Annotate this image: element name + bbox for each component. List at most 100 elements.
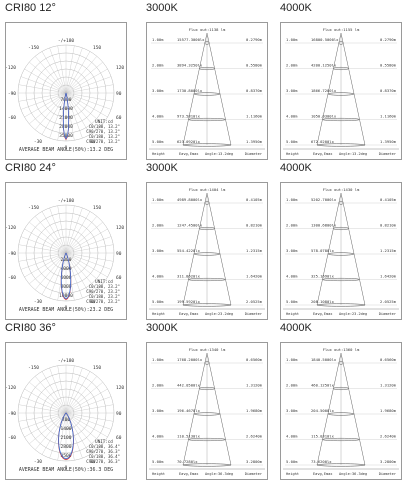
polar-diagram: -/+180 -150 150 -120 120 -90 90 -60 60 -30 30 0 7000… — [6, 38, 124, 153]
beam-diameter: 3.2800m — [246, 459, 263, 464]
flux-out-label: Flux out:1360 lm — [323, 347, 360, 352]
polar-diagram-panel: -/+180 -150 150 -120 120 -90 90 -60 60 -30 30 0 700 1… — [5, 342, 127, 480]
illuminance-value: 1866.7200lx — [311, 88, 337, 93]
polar-spoke — [24, 228, 67, 254]
mount-height: 1.00m — [152, 37, 164, 42]
beam-ellipse — [333, 386, 349, 391]
beam-diameter: 1.1160m — [380, 114, 397, 119]
polar-angle-label: -/+180 — [58, 38, 75, 44]
cone-title: 4000K — [280, 2, 312, 14]
beam-diameter: 0.8370m — [246, 88, 263, 93]
polar-spoke — [57, 252, 67, 301]
illuminance-value: 554.4220lx — [177, 248, 201, 253]
polar-spoke — [65, 252, 98, 290]
polar-spoke — [65, 412, 103, 445]
polar-spoke — [65, 252, 108, 278]
beam-diameter: 1.3120m — [380, 383, 397, 388]
illuminance-value: 199.5920lx — [177, 299, 201, 304]
beam-ellipse — [193, 252, 221, 256]
beam-diameter: 2.6240m — [246, 434, 263, 439]
polar-spoke — [65, 412, 75, 461]
beam-ellipse — [188, 117, 226, 122]
beam-diameter: 2.0525m — [246, 299, 263, 304]
polar-spoke — [29, 92, 67, 125]
beam-diameter: 1.1160m — [246, 114, 263, 119]
illuminance-value: 973.5810lx — [177, 114, 201, 119]
polar-legend-item: C90/270, 36.3° — [86, 449, 120, 454]
illuminance-value: 196.4670lx — [177, 408, 201, 413]
polar-spoke — [65, 45, 75, 94]
polar-spoke — [65, 207, 83, 254]
polar-spoke — [49, 207, 67, 254]
polar-radial-label: 4000 — [60, 266, 71, 272]
polar-radial-label: 3500 — [60, 453, 71, 459]
polar-angle-label: 90 — [116, 411, 122, 417]
polar-angle-label: -30 — [34, 459, 42, 465]
row-title: CRI80 36° — [5, 322, 56, 334]
illuminance-value: 204.5000lx — [311, 408, 335, 413]
polar-spoke — [65, 61, 103, 94]
polar-spoke — [65, 92, 103, 125]
polar-spoke — [65, 92, 98, 130]
polar-spoke — [57, 205, 67, 254]
illuminance-value: 1730.8000lx — [177, 88, 203, 93]
polar-angle-label: -30 — [34, 139, 42, 145]
polar-diagram-panel: -/+180 -150 150 -120 120 -90 90 -60 60 -30 30 0 2000… — [5, 182, 127, 320]
polar-spoke — [65, 51, 91, 94]
cone-diagram: Flux out:1404 lm 1.00m 4989.8000lx 0.4105m 2… — [149, 187, 265, 316]
mount-height: 3.00m — [152, 408, 164, 413]
polar-angle-label: 150 — [93, 365, 101, 371]
flux-out-label: Flux out:1404 lm — [189, 187, 226, 192]
beam-ellipse — [338, 41, 344, 45]
flux-out-label: Flux out:1155 lm — [323, 27, 360, 32]
illuminance-value: 311.8620lx — [177, 274, 201, 279]
cone-diagram: Flux out:1138 lm 1.00m 15577.3000lx 0.2790m… — [149, 27, 265, 156]
polar-legend-item: C0/180, 23.2° — [89, 284, 120, 289]
polar-legend-item: C0/180, 23.2° — [89, 294, 120, 299]
cone-diagram: Flux out:1340 lm 1.00m 1768.2000lx 0.6560m 2… — [149, 347, 265, 476]
polar-angle-label: -150 — [28, 205, 39, 211]
mount-height: 3.00m — [152, 88, 164, 93]
mount-height: 2.00m — [152, 63, 164, 68]
row-title: CRI80 12° — [5, 2, 56, 14]
polar-diagram-panel: -/+180 -150 150 -120 120 -90 90 -60 60 -30 30 0 7000… — [5, 22, 127, 160]
beam-diameter: 0.2790m — [380, 37, 397, 42]
beam-diameter: 0.8370m — [380, 88, 397, 93]
polar-legend-item: C90/270, 36.3° — [86, 459, 120, 464]
polar-diagram: -/+180 -150 150 -120 120 -90 90 -60 60 -30 30 0 700 1… — [6, 358, 124, 473]
polar-spoke — [65, 216, 98, 254]
beam-diameter: 1.3120m — [246, 383, 263, 388]
beam-ellipse — [327, 252, 355, 256]
mount-height: 2.00m — [286, 63, 298, 68]
polar-spoke — [65, 367, 83, 414]
beam-diameter: 0.6560m — [246, 357, 263, 362]
beam-ellipse — [338, 201, 344, 205]
flux-out-label: Flux out:1430 lm — [323, 187, 360, 192]
cone-title: 4000K — [280, 162, 312, 174]
polar-angle-label: -30 — [34, 299, 42, 305]
polar-radial-label: 35000 — [59, 133, 73, 139]
polar-legend-item: C90/270, 23.2° — [86, 299, 120, 304]
polar-spoke — [65, 205, 75, 254]
polar-angle-label: 30 — [90, 459, 96, 465]
polar-spoke — [24, 412, 67, 438]
polar-spoke — [34, 252, 67, 290]
illuminance-value: 70.7280lx — [177, 459, 198, 464]
illuminance-value: 578.0780lx — [311, 248, 335, 253]
illuminance-value: 325.1690lx — [311, 274, 335, 279]
polar-legend-item: C90/270, 13.2° — [86, 139, 120, 144]
mount-height: 1.00m — [152, 357, 164, 362]
polar-radial-label: 2800 — [60, 444, 71, 450]
illuminance-value: 672.0200lx — [311, 139, 335, 144]
polar-spoke — [65, 381, 103, 414]
mount-height: 1.00m — [286, 37, 298, 42]
illuminance-value: 110.5130lx — [177, 434, 201, 439]
beam-diameter: 0.4105m — [246, 197, 263, 202]
beam-ellipse — [188, 437, 226, 442]
polar-angle-label: 0 — [65, 465, 68, 471]
mount-height: 4.00m — [286, 274, 298, 279]
polar-spoke — [65, 404, 114, 414]
beam-angle-footer: AVERAGE BEAM ANGLE(50%):36.3 DEG — [19, 467, 113, 473]
mount-height: 2.00m — [286, 383, 298, 388]
mount-height: 3.00m — [152, 248, 164, 253]
